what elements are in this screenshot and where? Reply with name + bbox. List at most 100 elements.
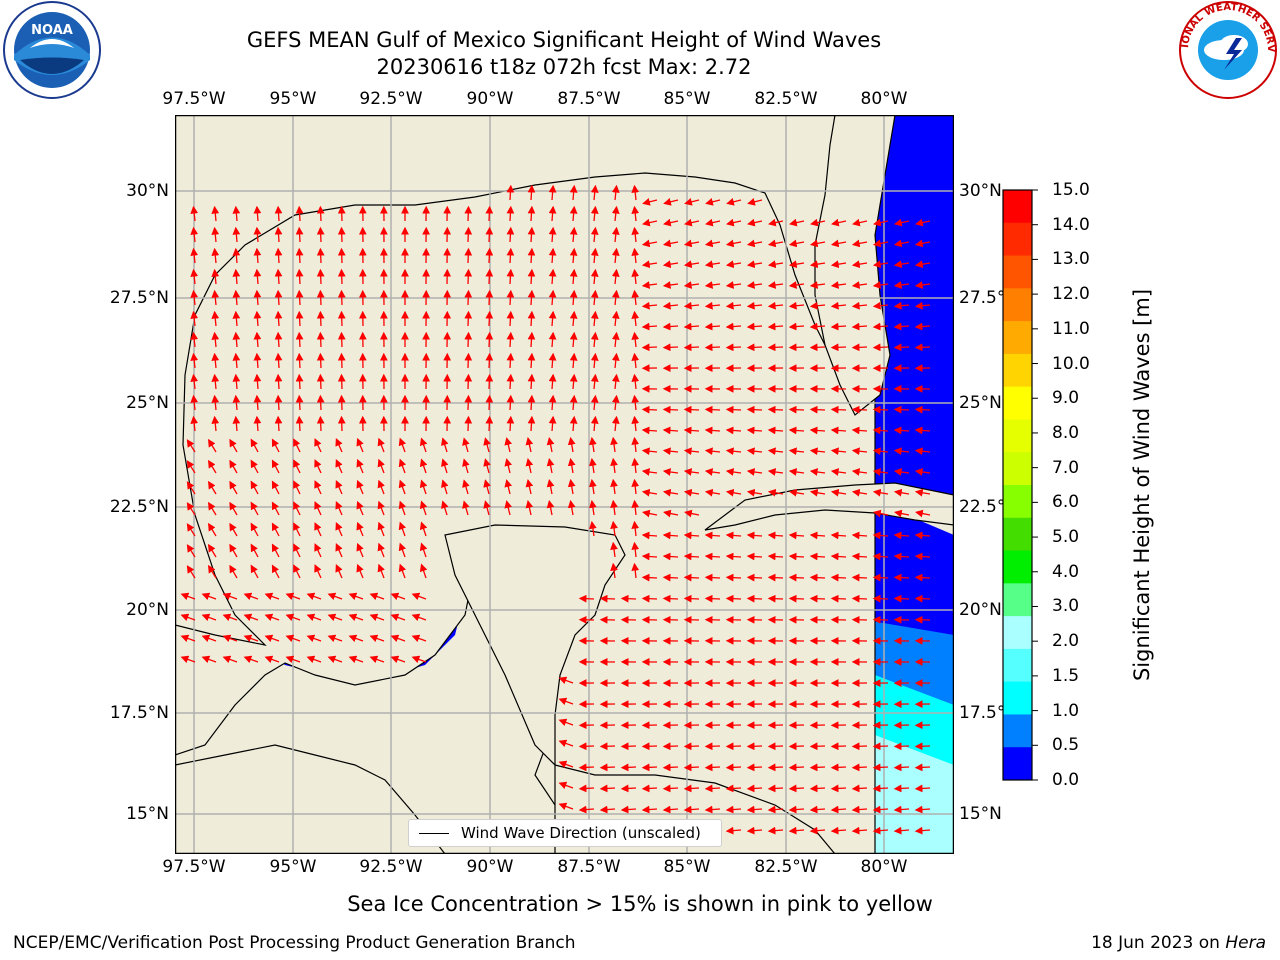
- wave-arrow: [335, 438, 343, 453]
- wave-arrow: [893, 260, 910, 269]
- wave-arrow: [253, 331, 262, 348]
- wave-arrow: [872, 826, 889, 835]
- wave-arrow: [190, 289, 199, 306]
- wave-arrow: [229, 459, 238, 474]
- wave-arrow: [337, 268, 346, 285]
- wave-arrow: [788, 447, 805, 456]
- wave-arrow: [683, 301, 700, 310]
- colorbar-tick-label: 1.0: [1052, 700, 1080, 721]
- wave-arrow: [316, 205, 325, 222]
- wave-arrow: [914, 405, 931, 414]
- wave-arrow: [872, 260, 889, 269]
- wave-arrow: [274, 226, 283, 243]
- wave-arrow: [590, 205, 599, 222]
- wave-arrow: [295, 352, 304, 369]
- wave-arrow: [293, 501, 301, 516]
- wave-arrow: [211, 268, 220, 285]
- colorbar-swatch: [1003, 714, 1032, 748]
- wave-arrow: [441, 500, 449, 516]
- wave-arrow: [851, 281, 868, 289]
- wave-arrow: [704, 552, 721, 561]
- colorbar-swatch: [1003, 255, 1032, 289]
- wave-arrow: [767, 531, 784, 540]
- wave-arrow: [293, 543, 301, 558]
- wave-arrow: [641, 468, 658, 476]
- wave-arrow: [222, 655, 238, 664]
- wave-arrow: [631, 310, 640, 327]
- wave-arrow: [558, 781, 574, 790]
- wave-arrow: [506, 394, 515, 411]
- wave-arrow: [485, 226, 494, 243]
- wave-arrow: [599, 763, 616, 772]
- wave-arrow: [419, 563, 428, 579]
- wave-arrow: [662, 573, 679, 582]
- wave-arrow: [809, 281, 826, 289]
- wave-arrow: [767, 742, 784, 751]
- wave-arrow: [767, 239, 784, 248]
- wave-arrow: [809, 742, 826, 751]
- wave-arrow: [180, 634, 196, 643]
- wave-arrow: [788, 322, 805, 331]
- wave-arrow: [558, 760, 574, 769]
- wave-arrow: [271, 501, 280, 516]
- wave-arrow: [809, 343, 826, 352]
- wave-arrow: [337, 226, 346, 243]
- wave-arrow: [830, 260, 847, 269]
- wave-arrow: [590, 268, 599, 285]
- wave-arrow: [211, 226, 220, 243]
- wave-arrow: [190, 226, 199, 243]
- ice-note: Sea Ice Concentration > 15% is shown in …: [347, 892, 933, 916]
- wave-arrow: [893, 742, 910, 751]
- wave-arrow: [893, 488, 910, 497]
- colorbar-tick-label: 15.0: [1052, 180, 1090, 200]
- wave-arrow: [485, 289, 494, 306]
- wave-arrow: [611, 352, 620, 369]
- wave-arrow: [419, 479, 428, 495]
- footer-host: Hera: [1225, 933, 1266, 953]
- wave-arrow: [788, 531, 805, 540]
- wave-arrow: [527, 289, 536, 306]
- wave-arrow: [631, 562, 640, 579]
- wave-arrow: [337, 394, 346, 411]
- wave-arrow: [830, 405, 847, 414]
- wave-arrow: [683, 784, 700, 793]
- wave-arrow: [662, 488, 679, 497]
- wave-arrow: [314, 480, 322, 495]
- wave-arrow: [830, 742, 847, 751]
- wave-arrow: [725, 468, 742, 476]
- colorbar-swatch: [1003, 386, 1032, 420]
- wave-arrow: [527, 247, 536, 264]
- wave-arrow: [610, 520, 618, 537]
- wave-arrow: [893, 763, 910, 772]
- wave-arrow: [295, 247, 304, 264]
- wave-arrow: [641, 426, 658, 435]
- wave-arrow: [589, 457, 597, 474]
- wave-arrow: [704, 447, 721, 456]
- colorbar-tick-label: 8.0: [1052, 422, 1080, 443]
- wave-arrow: [704, 573, 721, 582]
- colorbar-title: Significant Height of Wind Waves [m]: [1130, 288, 1154, 682]
- wave-arrow: [830, 763, 847, 772]
- wave-arrow: [914, 468, 931, 476]
- wave-arrow: [390, 655, 406, 664]
- legend-label: Wind Wave Direction (unscaled): [461, 824, 701, 842]
- lat-label-left: 30°N: [126, 181, 169, 201]
- wave-arrow: [726, 198, 742, 206]
- wave-arrow: [641, 742, 658, 751]
- wave-arrow: [504, 500, 513, 516]
- wave-arrow: [851, 826, 868, 835]
- wave-arrow: [725, 239, 742, 248]
- wave-arrow: [599, 594, 616, 603]
- wave-arrow: [705, 198, 721, 206]
- wave-arrow: [893, 405, 910, 414]
- wave-arrow: [314, 459, 322, 474]
- wave-arrow: [599, 805, 616, 814]
- wave-arrow: [894, 509, 910, 518]
- wave-arrow: [590, 310, 599, 327]
- wave-arrow: [746, 805, 763, 814]
- wave-arrow: [872, 447, 889, 456]
- wave-arrow: [830, 301, 847, 310]
- wave-arrow: [746, 573, 763, 582]
- wave-arrow: [506, 310, 515, 327]
- wave-arrow: [271, 459, 280, 474]
